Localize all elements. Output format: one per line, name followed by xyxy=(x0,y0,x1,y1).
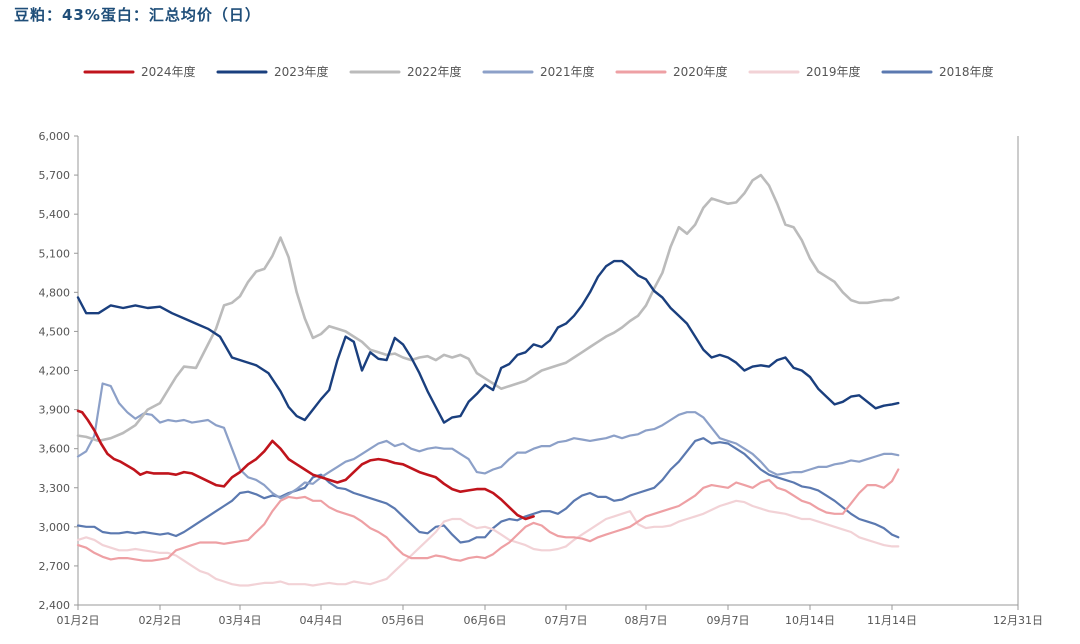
legend-label: 2024年度 xyxy=(141,64,196,79)
y-tick-label: 2,400 xyxy=(39,599,71,612)
x-tick-label: 09月7日 xyxy=(707,614,750,627)
y-tick-label: 4,500 xyxy=(39,325,71,338)
x-tick-label: 10月14日 xyxy=(785,614,835,627)
y-tick-label: 3,600 xyxy=(39,443,71,456)
x-tick-label: 02月2日 xyxy=(139,614,182,627)
series-line-2022年度 xyxy=(76,173,900,443)
x-tick-label: 08月7日 xyxy=(625,614,668,627)
x-tick-label: 12月31日 xyxy=(993,614,1043,627)
y-tick-label: 4,800 xyxy=(39,286,71,299)
x-tick-label: 03月4日 xyxy=(219,614,262,627)
x-tick-label: 01月2日 xyxy=(57,614,100,627)
legend-label: 2023年度 xyxy=(274,64,329,79)
legend-label: 2021年度 xyxy=(540,64,595,79)
legend-label: 2022年度 xyxy=(407,64,462,79)
chart-title: 豆粕：43%蛋白：汇总均价（日） xyxy=(14,6,261,24)
legend-label: 2018年度 xyxy=(939,64,994,79)
x-tick-label: 04月4日 xyxy=(300,614,343,627)
y-tick-label: 3,900 xyxy=(39,404,71,417)
series-line-2020年度 xyxy=(76,468,900,562)
axes: 6,000 5,700 5,400 5,100 4,800 4,500 4,200 3,900… xyxy=(39,130,1044,627)
y-tick-label: 4,200 xyxy=(39,365,71,378)
x-tick-label: 11月14日 xyxy=(867,614,917,627)
x-tick-label: 05月6日 xyxy=(382,614,425,627)
series-line-2024年度 xyxy=(76,409,535,521)
y-tick-label: 6,000 xyxy=(39,130,71,143)
series-line-2023年度 xyxy=(76,259,900,424)
series-line-2018年度 xyxy=(76,437,900,544)
series-line-2019年度 xyxy=(76,499,900,587)
legend-label: 2019年度 xyxy=(806,64,861,79)
legend: 2024年度 2023年度 2022年度 2021年度 2020年度 2019年度 2018… xyxy=(83,64,994,79)
y-tick-label: 5,100 xyxy=(39,247,71,260)
legend-label: 2020年度 xyxy=(673,64,728,79)
series-line-2021年度 xyxy=(76,382,900,500)
y-tick-label: 5,400 xyxy=(39,208,71,221)
x-tick-label: 06月6日 xyxy=(464,614,507,627)
y-tick-label: 2,700 xyxy=(39,560,71,573)
series-lines xyxy=(76,173,900,587)
x-tick-label: 07月7日 xyxy=(545,614,588,627)
y-tick-label: 5,700 xyxy=(39,169,71,182)
y-tick-label: 3,300 xyxy=(39,482,71,495)
y-tick-label: 3,000 xyxy=(39,521,71,534)
